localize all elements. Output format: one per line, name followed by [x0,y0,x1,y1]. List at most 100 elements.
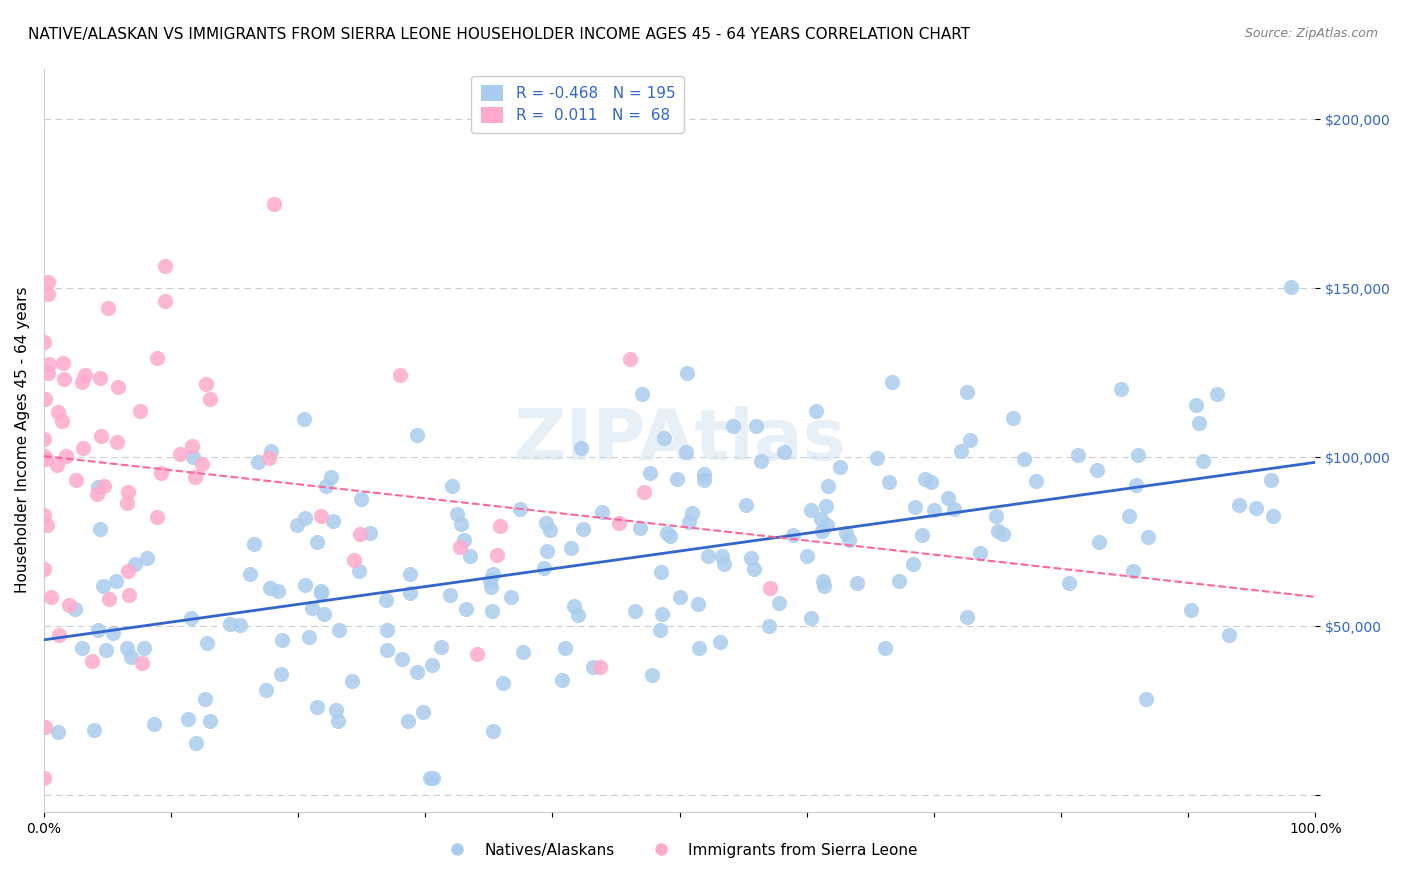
Point [759,581,782,595]
Point [311,584,333,599]
Point [375,593,398,607]
Point [813,579,835,593]
Point [721,418,744,433]
Point [292,412,315,426]
Point [430,640,453,654]
Point [285,518,308,533]
Point [107,380,129,394]
Point [866,451,889,466]
Point [688,640,710,655]
Point [873,640,896,655]
Point [48,628,70,642]
Point [399,585,422,599]
Point [956,385,979,400]
Point [115,496,138,510]
Point [697,549,720,563]
Point [796,549,818,563]
Point [804,404,827,418]
Point [389,368,412,382]
Point [52,356,75,370]
Point [1001,411,1024,425]
Point [1137,530,1160,544]
Point [73,368,96,382]
Point [419,771,441,785]
Point [309,586,332,600]
Point [359,525,381,540]
Point [1125,478,1147,492]
Point [1279,280,1302,294]
Point [343,553,366,567]
Point [668,590,690,604]
Point [811,524,834,538]
Point [492,676,515,690]
Point [536,544,558,558]
Point [259,450,281,465]
Point [914,472,936,486]
Point [1012,452,1035,467]
Point [46,405,69,419]
Point [315,479,337,493]
Point [65,473,87,487]
Point [481,604,503,618]
Point [298,631,321,645]
Point [922,503,945,517]
Point [650,566,672,580]
Point [301,601,323,615]
Point [835,525,858,540]
Point [838,533,860,548]
Point [904,500,927,515]
Point [87,479,110,493]
Point [117,564,139,578]
Point [399,567,422,582]
Point [117,484,139,499]
Point [72,640,94,655]
Point [32,334,55,349]
Point [405,665,427,680]
Point [936,491,959,506]
Point [120,650,142,665]
Point [569,441,592,455]
Point [254,682,277,697]
Point [46,725,69,739]
Point [146,351,169,366]
Point [984,509,1007,524]
Point [1263,508,1285,523]
Point [181,439,204,453]
Point [134,640,156,655]
Point [538,523,561,537]
Point [652,431,675,445]
Point [810,511,832,525]
Point [375,643,398,657]
Point [314,607,336,621]
Point [633,484,655,499]
Point [35,452,58,467]
Point [1067,448,1090,462]
Point [270,632,292,647]
Point [817,479,839,493]
Y-axis label: Householder Income Ages 45 - 64 years: Householder Income Ages 45 - 64 years [15,287,30,593]
Point [465,647,488,661]
Point [582,660,605,674]
Point [554,640,576,655]
Point [1188,416,1211,430]
Point [987,524,1010,538]
Point [782,528,804,542]
Point [446,507,468,521]
Point [52,372,75,386]
Point [877,475,900,490]
Point [773,444,796,458]
Point [328,623,350,637]
Point [479,580,502,594]
Point [58,598,80,612]
Point [509,502,531,516]
Point [325,703,347,717]
Point [512,645,534,659]
Point [198,714,221,728]
Point [693,473,716,487]
Point [195,377,218,392]
Point [1244,500,1267,515]
Point [87,623,110,637]
Point [91,579,114,593]
Point [589,659,612,673]
Point [39,590,62,604]
